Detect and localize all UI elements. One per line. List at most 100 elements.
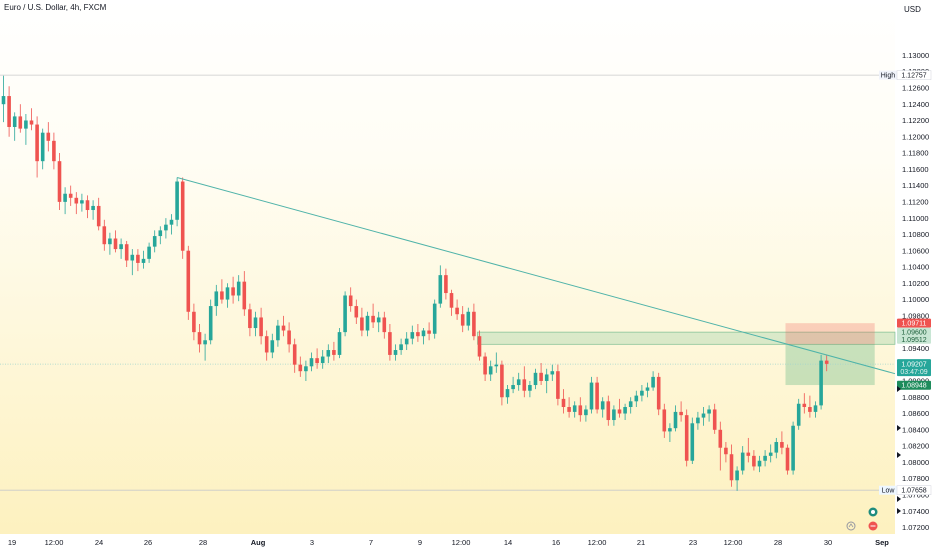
candle-body	[315, 358, 319, 364]
side-icons[interactable]	[846, 507, 878, 531]
trendline[interactable]	[176, 176, 896, 375]
candle-body	[186, 250, 191, 312]
zone-price-tag-bg	[897, 327, 931, 337]
symbol-title[interactable]: Euro / U.S. Dollar, 4h, FXCM	[4, 3, 107, 12]
candle	[259, 307, 263, 345]
candle	[197, 323, 202, 353]
candle-body	[242, 281, 247, 310]
candle	[612, 405, 616, 426]
axis-marker-icon	[897, 508, 901, 514]
candle	[701, 407, 706, 426]
candle-body	[304, 366, 308, 372]
trend-layer[interactable]	[176, 176, 896, 375]
candle-body	[180, 181, 185, 251]
stop-price-tag-text: 1.09711	[902, 321, 927, 328]
candle	[802, 393, 807, 414]
candle	[354, 299, 359, 324]
candle	[292, 338, 297, 373]
candle	[29, 108, 34, 131]
candle-body	[578, 405, 583, 416]
candle	[371, 303, 375, 329]
candle-body	[522, 379, 527, 391]
candle	[460, 306, 465, 333]
candle-body	[718, 429, 723, 448]
candle	[91, 200, 95, 220]
candle-body	[757, 460, 762, 467]
time-axis[interactable]: 19 12:00 24 26 28 Aug 3 7 9 12:00 14 16 12:00 21 23 12:…	[8, 538, 889, 547]
price-tick-label: 1.09400	[902, 344, 929, 353]
candle-body	[735, 470, 739, 481]
price-tick-label: 1.09800	[902, 311, 929, 320]
candle-body	[774, 442, 779, 453]
candle	[561, 389, 566, 414]
candle-body	[158, 230, 163, 237]
candle-body	[824, 360, 829, 364]
candle-body	[600, 401, 605, 410]
candle-body	[460, 314, 465, 326]
candle	[757, 455, 762, 473]
candle	[376, 311, 381, 333]
candle-body	[7, 96, 11, 127]
candle	[393, 344, 398, 361]
candle-body	[432, 303, 437, 334]
candle	[516, 372, 521, 391]
candle-body	[500, 364, 504, 398]
candle	[556, 364, 560, 406]
axis-marker-icon	[897, 496, 901, 502]
candle-body	[399, 344, 403, 351]
candle	[544, 368, 549, 394]
zone-price-tag-text: 1.09512	[901, 337, 926, 344]
candle-body	[712, 409, 717, 430]
candle-body	[656, 376, 661, 410]
candle	[752, 450, 756, 471]
candle-body	[320, 356, 325, 364]
candle	[119, 238, 123, 259]
candle-body	[57, 161, 62, 202]
candle-body	[287, 330, 291, 345]
candle	[270, 333, 275, 359]
candle-body	[35, 124, 39, 162]
time-tick-label: 21	[637, 538, 645, 547]
candle-body	[147, 246, 151, 259]
candle-body	[785, 447, 790, 471]
candle	[203, 333, 207, 361]
candle	[214, 284, 219, 316]
candle-body	[483, 356, 487, 375]
candle-body	[819, 360, 823, 406]
candle	[712, 403, 717, 434]
candle	[175, 177, 179, 227]
replay-icon[interactable]	[846, 521, 856, 531]
candle	[511, 376, 515, 394]
price-tick-label: 1.10800	[902, 230, 929, 239]
time-tick-label: 3	[310, 538, 314, 547]
candle-body	[197, 332, 202, 345]
price-tick-label: 1.08200	[902, 442, 929, 451]
currency-label[interactable]: USD	[904, 5, 921, 14]
supply-zone	[477, 331, 896, 345]
candle	[584, 405, 588, 422]
candle-body	[511, 385, 515, 390]
candle	[740, 446, 745, 475]
levels-layer	[0, 74, 895, 491]
candle-body	[343, 295, 347, 333]
candle-body	[52, 140, 56, 162]
candle-body	[208, 306, 213, 341]
candle	[791, 421, 795, 475]
candle	[264, 330, 269, 361]
candle-body	[12, 116, 17, 127]
candle-body	[332, 350, 336, 355]
price-tick-label: 1.10000	[902, 295, 929, 304]
time-tick-label: 12:00	[452, 538, 471, 547]
candle-body	[80, 200, 84, 204]
candle	[96, 197, 101, 231]
zones-layer	[477, 323, 896, 386]
candle-body	[572, 405, 577, 412]
candle	[432, 299, 437, 339]
candle-body	[584, 409, 588, 416]
candle	[724, 442, 728, 463]
candle-body	[567, 407, 571, 412]
candle-body	[701, 413, 706, 418]
candle-body	[18, 116, 23, 129]
